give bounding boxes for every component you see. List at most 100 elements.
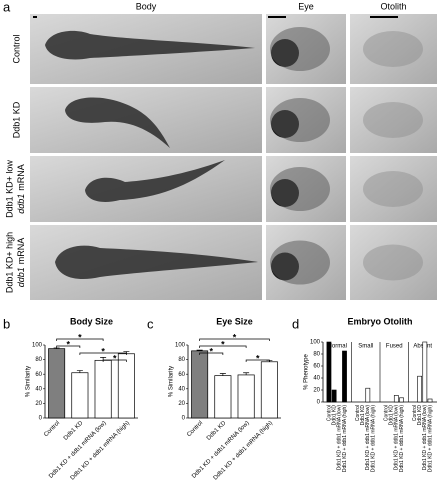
bar <box>191 350 209 419</box>
row-label: ddb1 mRNA <box>16 164 26 214</box>
eye-head <box>270 98 330 142</box>
bar <box>342 350 347 403</box>
bar <box>71 372 89 419</box>
bar <box>365 387 371 403</box>
group-label: Normal <box>328 344 347 350</box>
significance-label: * <box>78 332 82 342</box>
y-tick-label: 80 <box>35 357 42 363</box>
y-tick-label: 20 <box>35 401 42 407</box>
larva-body <box>45 30 255 60</box>
row-label: Ddb1 KD+ high <box>4 232 14 293</box>
row-label-rest: mRNA <box>16 164 26 191</box>
significance-label: * <box>209 346 213 356</box>
y-axis-label: % Phenotype <box>304 353 310 389</box>
row-label-rest: mRNA <box>16 238 26 265</box>
y-tick-label: 80 <box>178 357 185 363</box>
y-tick-label: 100 <box>175 343 186 349</box>
bar <box>399 397 404 403</box>
y-axis-label: % Similarity <box>169 366 175 397</box>
bar <box>94 359 112 419</box>
row-label: Ddb1 KD <box>11 101 21 138</box>
chart-title: Body Size <box>70 316 113 326</box>
significance-label: * <box>101 346 105 356</box>
larva-body <box>55 245 258 280</box>
otolith-tissue <box>363 102 423 138</box>
x-tick-label: Control <box>383 405 389 421</box>
row-label: Ddb1 KD+ low <box>4 160 14 218</box>
y-tick-label: 40 <box>35 386 42 392</box>
otolith-tissue <box>363 31 423 67</box>
x-tick-label: Control <box>43 420 61 438</box>
bar <box>393 395 399 403</box>
photo <box>350 225 437 300</box>
error-bar <box>243 372 250 375</box>
row-label-italic: ddb1 <box>16 267 26 287</box>
significance-bracket <box>245 359 270 362</box>
bar <box>237 374 255 419</box>
x-tick-label: Ddb1 KD + ddb1 mRNA (high) <box>370 405 376 472</box>
bar <box>422 341 428 403</box>
x-tick-label: Ddb1 KD + ddb1 mRNA (high) <box>342 405 348 472</box>
bar <box>117 353 135 419</box>
group-label: Small <box>358 344 373 350</box>
bar <box>326 341 332 403</box>
photo <box>350 156 437 222</box>
y-tick-label: 80 <box>313 352 320 358</box>
significance-bracket <box>199 338 270 341</box>
x-tick-label: Control <box>326 405 332 421</box>
x-tick-label: Ddb1 KD + ddb1 mRNA (high) <box>399 405 405 472</box>
error-bar <box>219 373 226 376</box>
larva-body <box>65 97 170 148</box>
row-label: Control <box>11 34 21 63</box>
eye-head <box>270 240 330 285</box>
significance-label: * <box>221 339 225 349</box>
x-tick-label: Ddb1 KD <box>331 405 337 426</box>
scale-bar <box>370 16 398 18</box>
row-label: ddb1 mRNA <box>16 238 26 288</box>
y-tick-label: 20 <box>178 401 185 407</box>
panel-label: a <box>3 0 11 14</box>
x-tick-label: Control <box>412 405 418 421</box>
y-tick-label: 100 <box>32 343 43 349</box>
y-tick-label: 0 <box>317 400 321 406</box>
panel-label: b <box>3 316 10 331</box>
column-header: Body <box>136 1 157 11</box>
y-tick-label: 60 <box>313 364 320 370</box>
x-tick-label: Ddb1 KD + ddb1 mRNA (high) <box>427 405 433 472</box>
significance-bracket <box>79 352 127 355</box>
bar <box>331 389 337 403</box>
scale-bar <box>33 16 37 18</box>
significance-label: * <box>256 353 260 363</box>
x-tick-label: Ddb1 KD + ddb1 mRNA (low) <box>422 405 428 471</box>
x-tick-label: Ddb1 KD + ddb1 mRNA (low) <box>365 405 371 471</box>
x-tick-label: Control <box>186 420 204 438</box>
x-tick-label: Ddb1 KD + ddb1 mRNA (low) <box>337 405 343 471</box>
column-header: Eye <box>298 1 314 11</box>
x-tick-label: Ddb1 KD <box>206 420 228 442</box>
y-tick-label: 0 <box>182 416 186 422</box>
column-header: Otolith <box>380 1 406 11</box>
panel-label: d <box>292 316 299 331</box>
significance-bracket <box>56 345 81 348</box>
y-axis-label: % Similarity <box>26 366 32 397</box>
y-tick-label: 20 <box>313 388 320 394</box>
photo <box>350 14 437 84</box>
significance-bracket <box>199 352 224 355</box>
bar <box>260 361 278 419</box>
y-tick-label: 60 <box>178 372 185 378</box>
significance-label: * <box>66 339 70 349</box>
x-tick-label: Ddb1 KD <box>388 405 394 426</box>
y-tick-label: 40 <box>313 376 320 382</box>
otolith-tissue <box>363 171 423 207</box>
significance-label: * <box>233 332 237 342</box>
error-bar <box>76 370 83 373</box>
scale-bar <box>268 16 286 18</box>
error-bar <box>196 349 203 351</box>
x-tick-label: Ddb1 KD + ddb1 mRNA (low) <box>394 405 400 471</box>
x-tick-label: Ddb1 KD <box>417 405 423 426</box>
significance-bracket <box>102 359 127 362</box>
row-label-italic: ddb1 <box>16 194 26 214</box>
bar <box>48 348 66 419</box>
chart-title: Embryo Otolith <box>348 316 413 326</box>
